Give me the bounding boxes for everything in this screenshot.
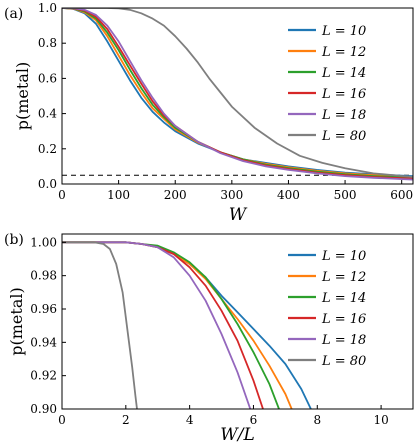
y-tick-label: 0.4: [38, 107, 57, 121]
y-tick-label: 1.0: [38, 1, 57, 15]
legend-label: L = 80: [321, 354, 366, 369]
legend-entry-a-2: L = 14: [288, 66, 366, 81]
y-tick-label: 0.94: [30, 335, 57, 349]
legend-label: L = 18: [321, 108, 366, 123]
series-line-a-5: [62, 8, 413, 178]
legend-label: L = 18: [321, 333, 366, 348]
legend-label: L = 12: [321, 270, 366, 285]
legend-entry-b-4: L = 18: [288, 333, 366, 348]
panel-a-label: (a): [4, 6, 23, 22]
y-tick-label: 0.90: [30, 402, 57, 416]
legend-entry-a-5: L = 80: [288, 129, 366, 144]
y-axis-label: p(metal): [13, 62, 32, 130]
legend-label: L = 10: [321, 24, 366, 39]
y-tick-label: 0.8: [38, 36, 57, 50]
x-axis-label: W/L: [220, 425, 255, 444]
series-line-b-3: [62, 241, 264, 409]
x-tick-label: 100: [107, 188, 130, 202]
legend-entry-a-1: L = 12: [288, 45, 366, 60]
x-tick-label: 10: [373, 413, 388, 427]
y-tick-label: 0.98: [30, 269, 57, 283]
y-tick-label: 1.00: [30, 235, 57, 249]
x-tick-label: 300: [220, 188, 243, 202]
series-line-a-4: [62, 8, 413, 181]
panel-b-chart: 0 2 4 6 8 10 0.90 0.92 0.94 0.96 0.98 1.00 W/L p(meta…: [7, 233, 414, 444]
y-tick-label: 0.6: [38, 71, 57, 85]
legend-entry-b-0: L = 10: [288, 249, 366, 264]
x-axis-label: W: [229, 205, 248, 225]
legend-entry-a-4: L = 18: [288, 108, 366, 123]
y-tick-label: 0.0: [38, 177, 57, 191]
x-tick-label: 500: [334, 188, 357, 202]
legend-entry-a-3: L = 16: [288, 87, 366, 102]
series-line-b-1: [62, 241, 293, 409]
legend-label: L = 16: [321, 312, 366, 327]
plot-frame-b: [61, 233, 414, 410]
series-line-b-2: [62, 241, 280, 409]
legend-label: L = 80: [321, 129, 366, 144]
legend-label: L = 14: [321, 66, 366, 81]
plot-frame-a: [61, 7, 414, 185]
y-tick-label: 0.2: [38, 142, 57, 156]
x-tick-label: 400: [277, 188, 300, 202]
legend-entry-b-1: L = 12: [288, 270, 366, 285]
series-line-b-0: [62, 241, 312, 409]
y-axis-label: p(metal): [7, 287, 26, 355]
x-tick-label: 2: [122, 413, 130, 427]
y-tick-label: 0.96: [30, 302, 57, 316]
legend-label: L = 14: [321, 291, 366, 306]
x-tick-label: 600: [390, 188, 413, 202]
x-tick-label: 4: [186, 413, 194, 427]
x-tick-label: 0: [58, 413, 66, 427]
legend-entry-b-2: L = 14: [288, 291, 366, 306]
x-tick-label: 0: [58, 188, 66, 202]
legend-label: L = 10: [321, 249, 366, 264]
x-tick-label: 200: [164, 188, 187, 202]
legend-entry-b-3: L = 16: [288, 312, 366, 327]
x-tick-label: 6: [250, 413, 258, 427]
x-tick-label: 8: [313, 413, 321, 427]
y-tick-label: 0.92: [30, 369, 57, 383]
legend-entry-a-0: L = 10: [288, 24, 366, 39]
legend-label: L = 16: [321, 87, 366, 102]
legend-entry-b-5: L = 80: [288, 354, 366, 369]
panel-a-chart: 0 100 200 300 400 500 600 0.0 0.2 0.4 0.6 0.8 1.0 Wp(…: [13, 1, 414, 225]
series-line-b-4: [62, 241, 252, 409]
legend-label: L = 12: [321, 45, 366, 60]
panel-b-label: (b): [4, 232, 24, 248]
series-line-b-5: [62, 241, 138, 409]
